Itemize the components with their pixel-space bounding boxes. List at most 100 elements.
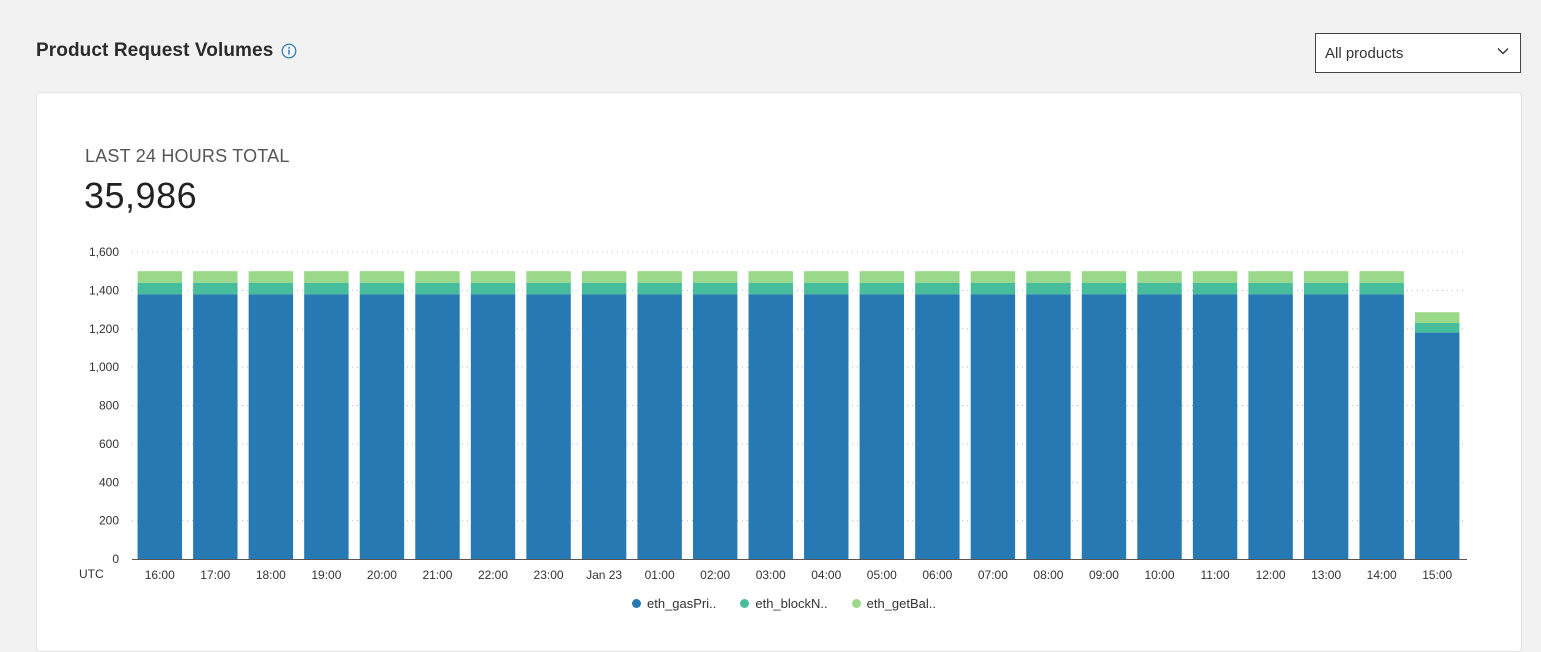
- y-tick-label: 1,200: [89, 322, 119, 336]
- y-tick-label: 1,000: [89, 360, 119, 374]
- bar-segment: [1248, 294, 1293, 559]
- chevron-down-icon: [1496, 44, 1510, 63]
- legend-label: eth_gasPri..: [646, 596, 717, 611]
- x-tick-label: 12:00: [1256, 568, 1286, 582]
- bar-segment: [1415, 322, 1460, 333]
- x-axis-unit-label: UTC: [79, 567, 104, 581]
- bar-segment: [1248, 282, 1293, 295]
- page-title: Product Request Volumes: [36, 40, 274, 61]
- x-tick-label: 18:00: [256, 568, 286, 582]
- bar-segment: [470, 294, 516, 559]
- bar-segment: [915, 271, 960, 283]
- bar-segment: [415, 282, 460, 295]
- x-tick-label: 14:00: [1367, 568, 1397, 582]
- bar-segment: [1359, 294, 1404, 559]
- bar-segment: [193, 271, 238, 283]
- bar-segment: [637, 271, 682, 283]
- y-tick-label: 400: [99, 475, 119, 489]
- bar-segment: [1137, 294, 1182, 559]
- x-tick-label: 19:00: [311, 568, 341, 582]
- bar-segment: [415, 271, 460, 283]
- x-tick-label: 01:00: [645, 568, 675, 582]
- bar-segment: [470, 282, 516, 295]
- bar-segment: [304, 271, 349, 283]
- x-tick-label: 23:00: [534, 568, 564, 582]
- bar-segment: [359, 282, 405, 295]
- y-tick-label: 0: [112, 552, 119, 566]
- bar-segment: [1303, 294, 1349, 559]
- y-tick-label: 1,600: [89, 245, 119, 259]
- bar-segment: [804, 294, 849, 559]
- legend-label: eth_blockN..: [755, 596, 828, 611]
- x-tick-label: 10:00: [1145, 568, 1175, 582]
- y-tick-label: 600: [99, 437, 119, 451]
- x-tick-label: 11:00: [1200, 568, 1229, 582]
- bar-segment: [915, 282, 960, 295]
- bar-segment: [859, 282, 905, 295]
- x-tick-label: 08:00: [1033, 568, 1063, 582]
- bar-segment: [1192, 282, 1238, 295]
- bar-segment: [748, 271, 793, 283]
- bar-segment: [970, 282, 1016, 295]
- stacked-bar-chart: 0 200 400 600 800 1,000 1,200 1,400 1,600 16:00 17…: [79, 245, 1467, 582]
- bar-segment: [1081, 294, 1127, 559]
- bar-segment: [581, 294, 627, 559]
- bar-segment: [1192, 271, 1238, 283]
- bar-segment: [248, 282, 294, 295]
- legend-label: eth_getBal..: [866, 596, 937, 611]
- x-tick-label: 20:00: [367, 568, 397, 582]
- bar-segment: [859, 294, 905, 559]
- bar-segment: [137, 282, 182, 295]
- bar-segment: [1137, 282, 1182, 295]
- bar-segment: [359, 294, 405, 559]
- request-volume-card: LAST 24 HOURS TOTAL 35,986 0 200 400 600 800…: [36, 92, 1522, 652]
- bar-segment: [804, 271, 849, 283]
- x-tick-label: 02:00: [700, 568, 730, 582]
- bar-segment: [470, 271, 516, 283]
- bar-segment: [1081, 271, 1127, 283]
- bar-segment: [637, 294, 682, 559]
- legend-dot: [631, 599, 641, 608]
- bar-segment: [804, 282, 849, 295]
- bar-segment: [193, 294, 238, 559]
- x-tick-label: 06:00: [922, 568, 952, 582]
- total-label: LAST 24 HOURS TOTAL: [85, 146, 290, 166]
- x-tick-label: 09:00: [1089, 568, 1119, 582]
- product-filter-value: All products: [1325, 44, 1404, 62]
- bar-segment: [1026, 294, 1071, 559]
- bar-segment: [692, 294, 738, 559]
- legend-item-eth-blocknumber[interactable]: eth_blockN..: [740, 596, 828, 611]
- bar-segment: [526, 282, 571, 295]
- bar-segment: [692, 282, 738, 295]
- bar-segment: [1303, 282, 1349, 295]
- bar-segment: [193, 282, 238, 295]
- bar-segment: [359, 271, 405, 283]
- legend-dot: [740, 599, 750, 608]
- chart-legend: eth_gasPri.. eth_blockN.. eth_getBal..: [37, 596, 1523, 611]
- x-tick-label: 22:00: [478, 568, 508, 582]
- bar-segment: [1359, 282, 1404, 295]
- legend-dot: [851, 599, 861, 608]
- x-tick-label: 03:00: [756, 568, 786, 582]
- bar-segment: [1303, 271, 1349, 283]
- bar-segment: [970, 294, 1016, 559]
- bar-segment: [248, 271, 294, 283]
- product-filter-select[interactable]: All products: [1315, 33, 1521, 73]
- x-tick-label: 17:00: [200, 568, 230, 582]
- bar-segment: [915, 294, 960, 559]
- bar-segment: [526, 271, 571, 283]
- bar-segment: [581, 282, 627, 295]
- bar-segment: [1415, 332, 1460, 559]
- bar-segment: [304, 294, 349, 559]
- bar-segment: [637, 282, 682, 295]
- x-tick-label: 15:00: [1422, 568, 1452, 582]
- legend-item-eth-getbalance[interactable]: eth_getBal..: [851, 596, 937, 611]
- bar-segment: [748, 294, 793, 559]
- page-header: Product Request Volumes: [36, 40, 297, 62]
- info-circle-icon[interactable]: [281, 43, 297, 59]
- x-tick-label: 16:00: [145, 568, 175, 582]
- bar-segment: [1026, 282, 1071, 295]
- x-tick-label: Jan 23: [586, 568, 622, 582]
- legend-item-eth-gasprice[interactable]: eth_gasPri..: [631, 596, 717, 611]
- bar-segment: [248, 294, 294, 559]
